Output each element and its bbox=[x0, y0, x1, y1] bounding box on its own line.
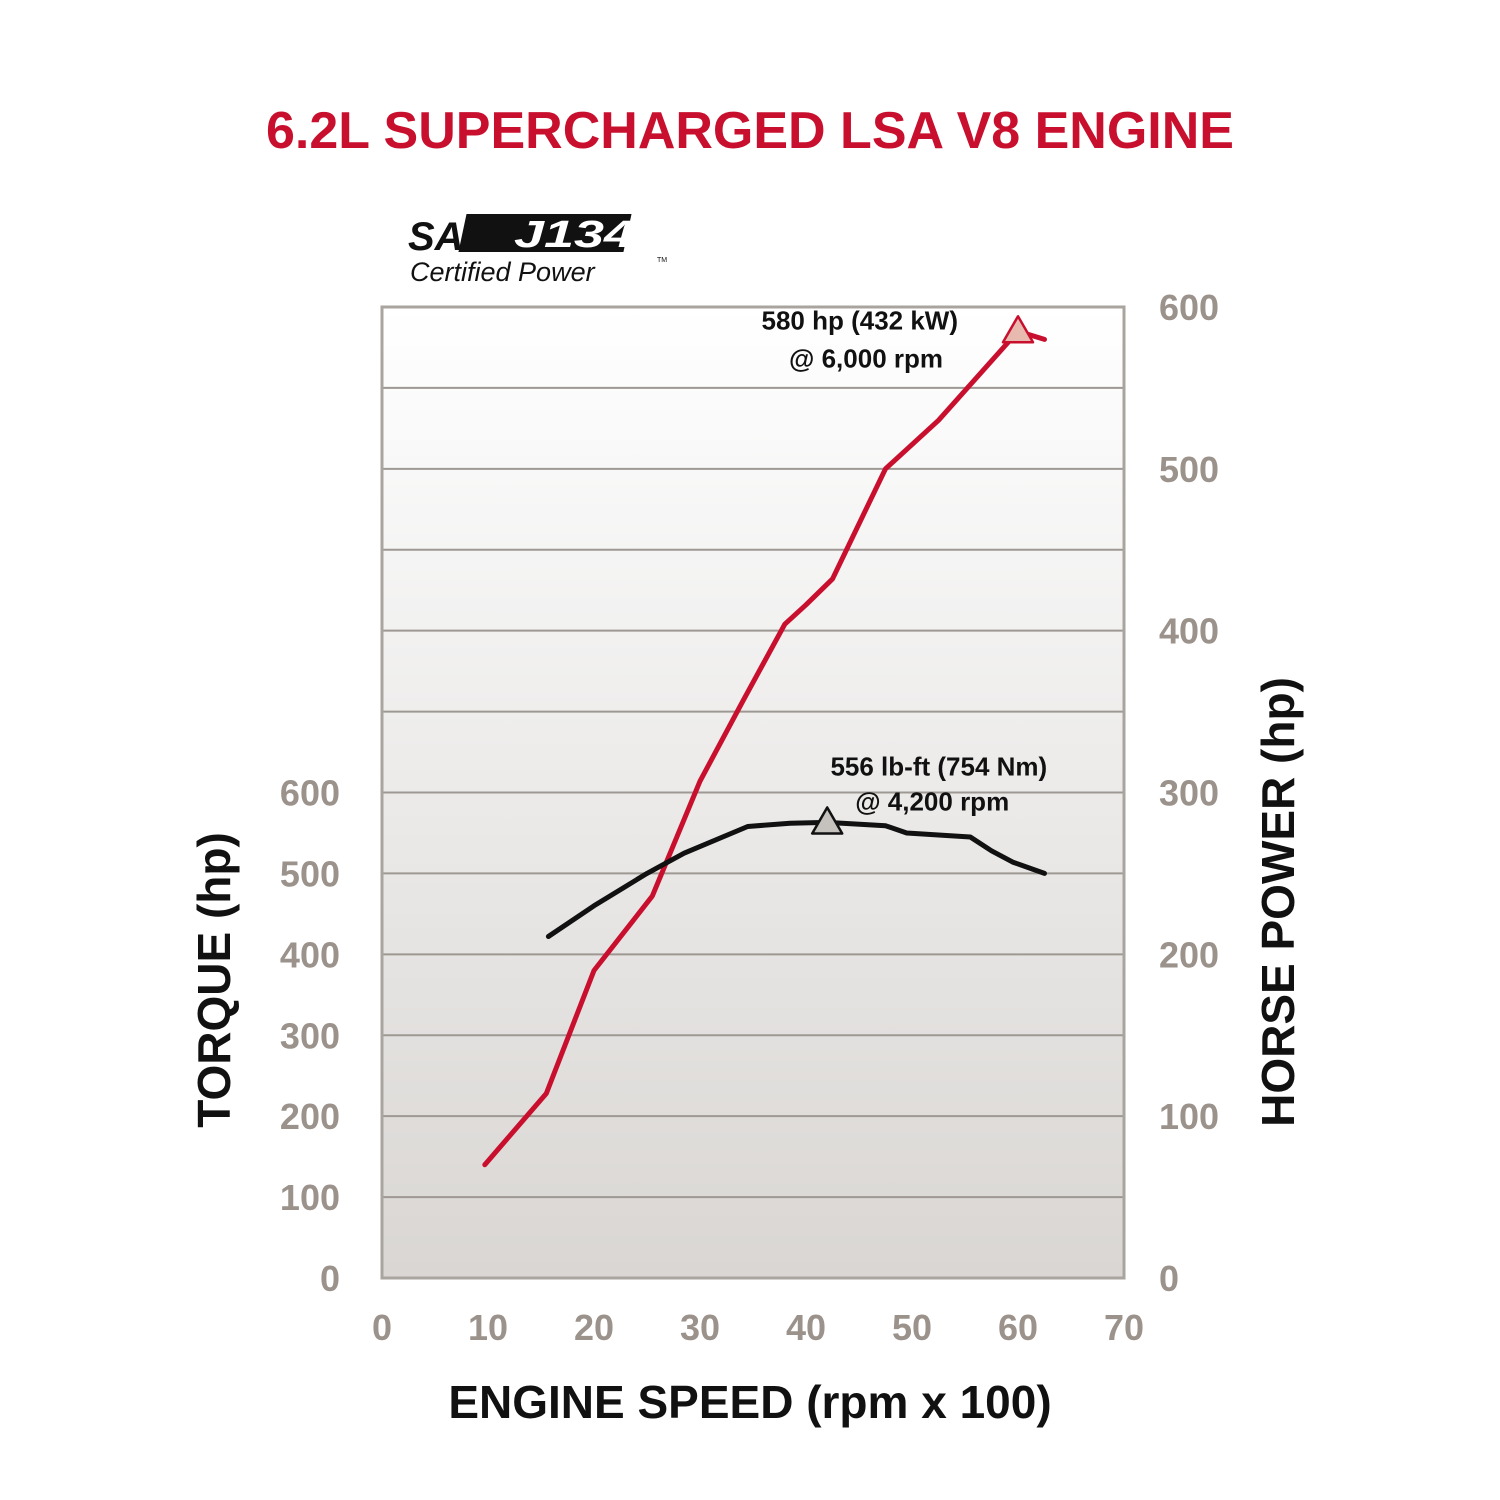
horsepower-peak-marker bbox=[1001, 315, 1035, 344]
x-tick-label: 70 bbox=[1104, 1307, 1144, 1348]
annotation-layer: 580 hp (432 kW) @ 6,000 rpm 556 lb-ft (754… bbox=[761, 305, 1047, 816]
x-tick-label: 10 bbox=[468, 1307, 508, 1348]
y-left-tick-label: 200 bbox=[280, 1096, 340, 1137]
y-right-tick-label: 200 bbox=[1159, 934, 1219, 975]
y-right-tick-label: 100 bbox=[1159, 1096, 1219, 1137]
x-tick-label: 60 bbox=[998, 1307, 1038, 1348]
y-left-axis-ticks: 0 100 200 300 400 500 600 bbox=[280, 773, 340, 1300]
peak-annotation-line2: @ 6,000 rpm bbox=[789, 343, 943, 373]
chart-title: 6.2L SUPERCHARGED LSA V8 ENGINE bbox=[266, 102, 1234, 160]
y-left-tick-label: 300 bbox=[280, 1015, 340, 1056]
y-right-tick-label: 600 bbox=[1159, 287, 1219, 328]
y-right-axis-title: HORSE POWER (hp) bbox=[1252, 677, 1304, 1127]
badge-standard-box bbox=[458, 214, 632, 252]
y-left-axis-title: TORQUE (hp) bbox=[188, 832, 240, 1128]
x-tick-label: 50 bbox=[892, 1307, 932, 1348]
badge-trademark: TM bbox=[657, 257, 667, 264]
sae-j1349-badge: SAE J1349 Certified Power TM bbox=[408, 214, 667, 287]
peak-annotation-line1: 556 lb-ft (754 Nm) bbox=[830, 751, 1047, 781]
horse-power-line bbox=[482, 328, 1047, 1168]
y-left-tick-label: 500 bbox=[280, 853, 340, 894]
x-axis-ticks: 0 10 20 30 40 50 60 70 bbox=[372, 1307, 1144, 1348]
y-right-tick-label: 400 bbox=[1159, 611, 1219, 652]
y-left-tick-label: 400 bbox=[280, 934, 340, 975]
marker-layer bbox=[810, 315, 1035, 835]
badge-standard-text: J1349 bbox=[514, 214, 664, 256]
x-tick-label: 20 bbox=[574, 1307, 614, 1348]
x-tick-label: 30 bbox=[680, 1307, 720, 1348]
x-axis-title: ENGINE SPEED (rpm x 100) bbox=[448, 1376, 1051, 1428]
badge-subtitle: Certified Power bbox=[410, 257, 596, 287]
gridlines bbox=[382, 386, 1124, 1199]
peak-annotation-line1: 580 hp (432 kW) bbox=[761, 305, 958, 335]
y-left-tick-label: 0 bbox=[320, 1258, 340, 1299]
y-left-tick-label: 100 bbox=[280, 1177, 340, 1218]
y-left-tick-label: 600 bbox=[280, 773, 340, 814]
x-tick-label: 40 bbox=[786, 1307, 826, 1348]
x-tick-label: 0 bbox=[372, 1307, 392, 1348]
y-right-axis-ticks: 0 100 200 300 400 500 600 bbox=[1159, 287, 1219, 1299]
peak-annotation-line2: @ 4,200 rpm bbox=[855, 786, 1009, 816]
torque-peak-marker bbox=[810, 806, 844, 835]
plot-frame bbox=[380, 305, 1126, 1280]
y-right-tick-label: 0 bbox=[1159, 1258, 1179, 1299]
y-right-tick-label: 300 bbox=[1159, 773, 1219, 814]
y-right-tick-label: 500 bbox=[1159, 449, 1219, 490]
